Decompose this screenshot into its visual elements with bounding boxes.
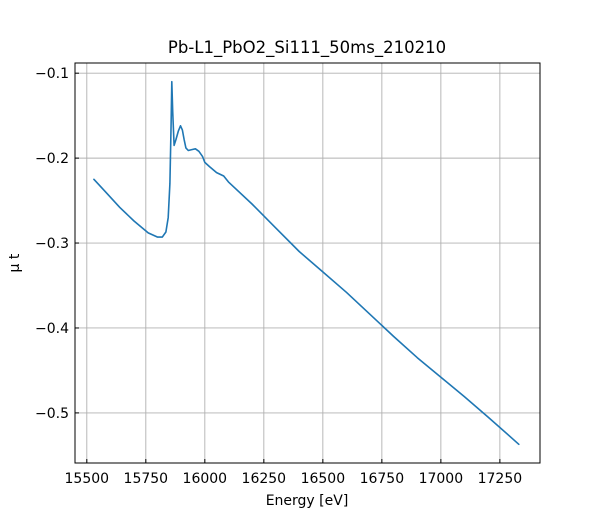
y-tick-label: −0.4 [35, 321, 69, 337]
y-axis-label: μ t [7, 253, 23, 272]
grid [75, 63, 540, 463]
plot-frame [74, 62, 541, 464]
y-tick-label: −0.2 [35, 151, 69, 167]
series-line [93, 80, 520, 446]
x-tick-label: 16500 [301, 471, 346, 487]
x-tick-label: 17000 [419, 471, 464, 487]
x-tick-label: 17250 [478, 471, 523, 487]
series-layer [93, 80, 520, 446]
y-tick-label: −0.1 [35, 66, 69, 82]
x-tick-label: 16250 [242, 471, 287, 487]
y-tick-label: −0.3 [35, 236, 69, 252]
x-tick-label: 16750 [360, 471, 405, 487]
ticks: 15500 15750 16000 16250 16500 16750 17000 17250… [35, 66, 522, 487]
x-tick-label: 15500 [65, 471, 110, 487]
x-tick-label: 15750 [124, 471, 169, 487]
x-tick-label: 16000 [183, 471, 228, 487]
chart-title: Pb-L1_PbO2_Si111_50ms_210210 [168, 38, 446, 58]
x-axis-label: Energy [eV] [266, 493, 349, 509]
y-tick-label: −0.5 [35, 406, 69, 422]
